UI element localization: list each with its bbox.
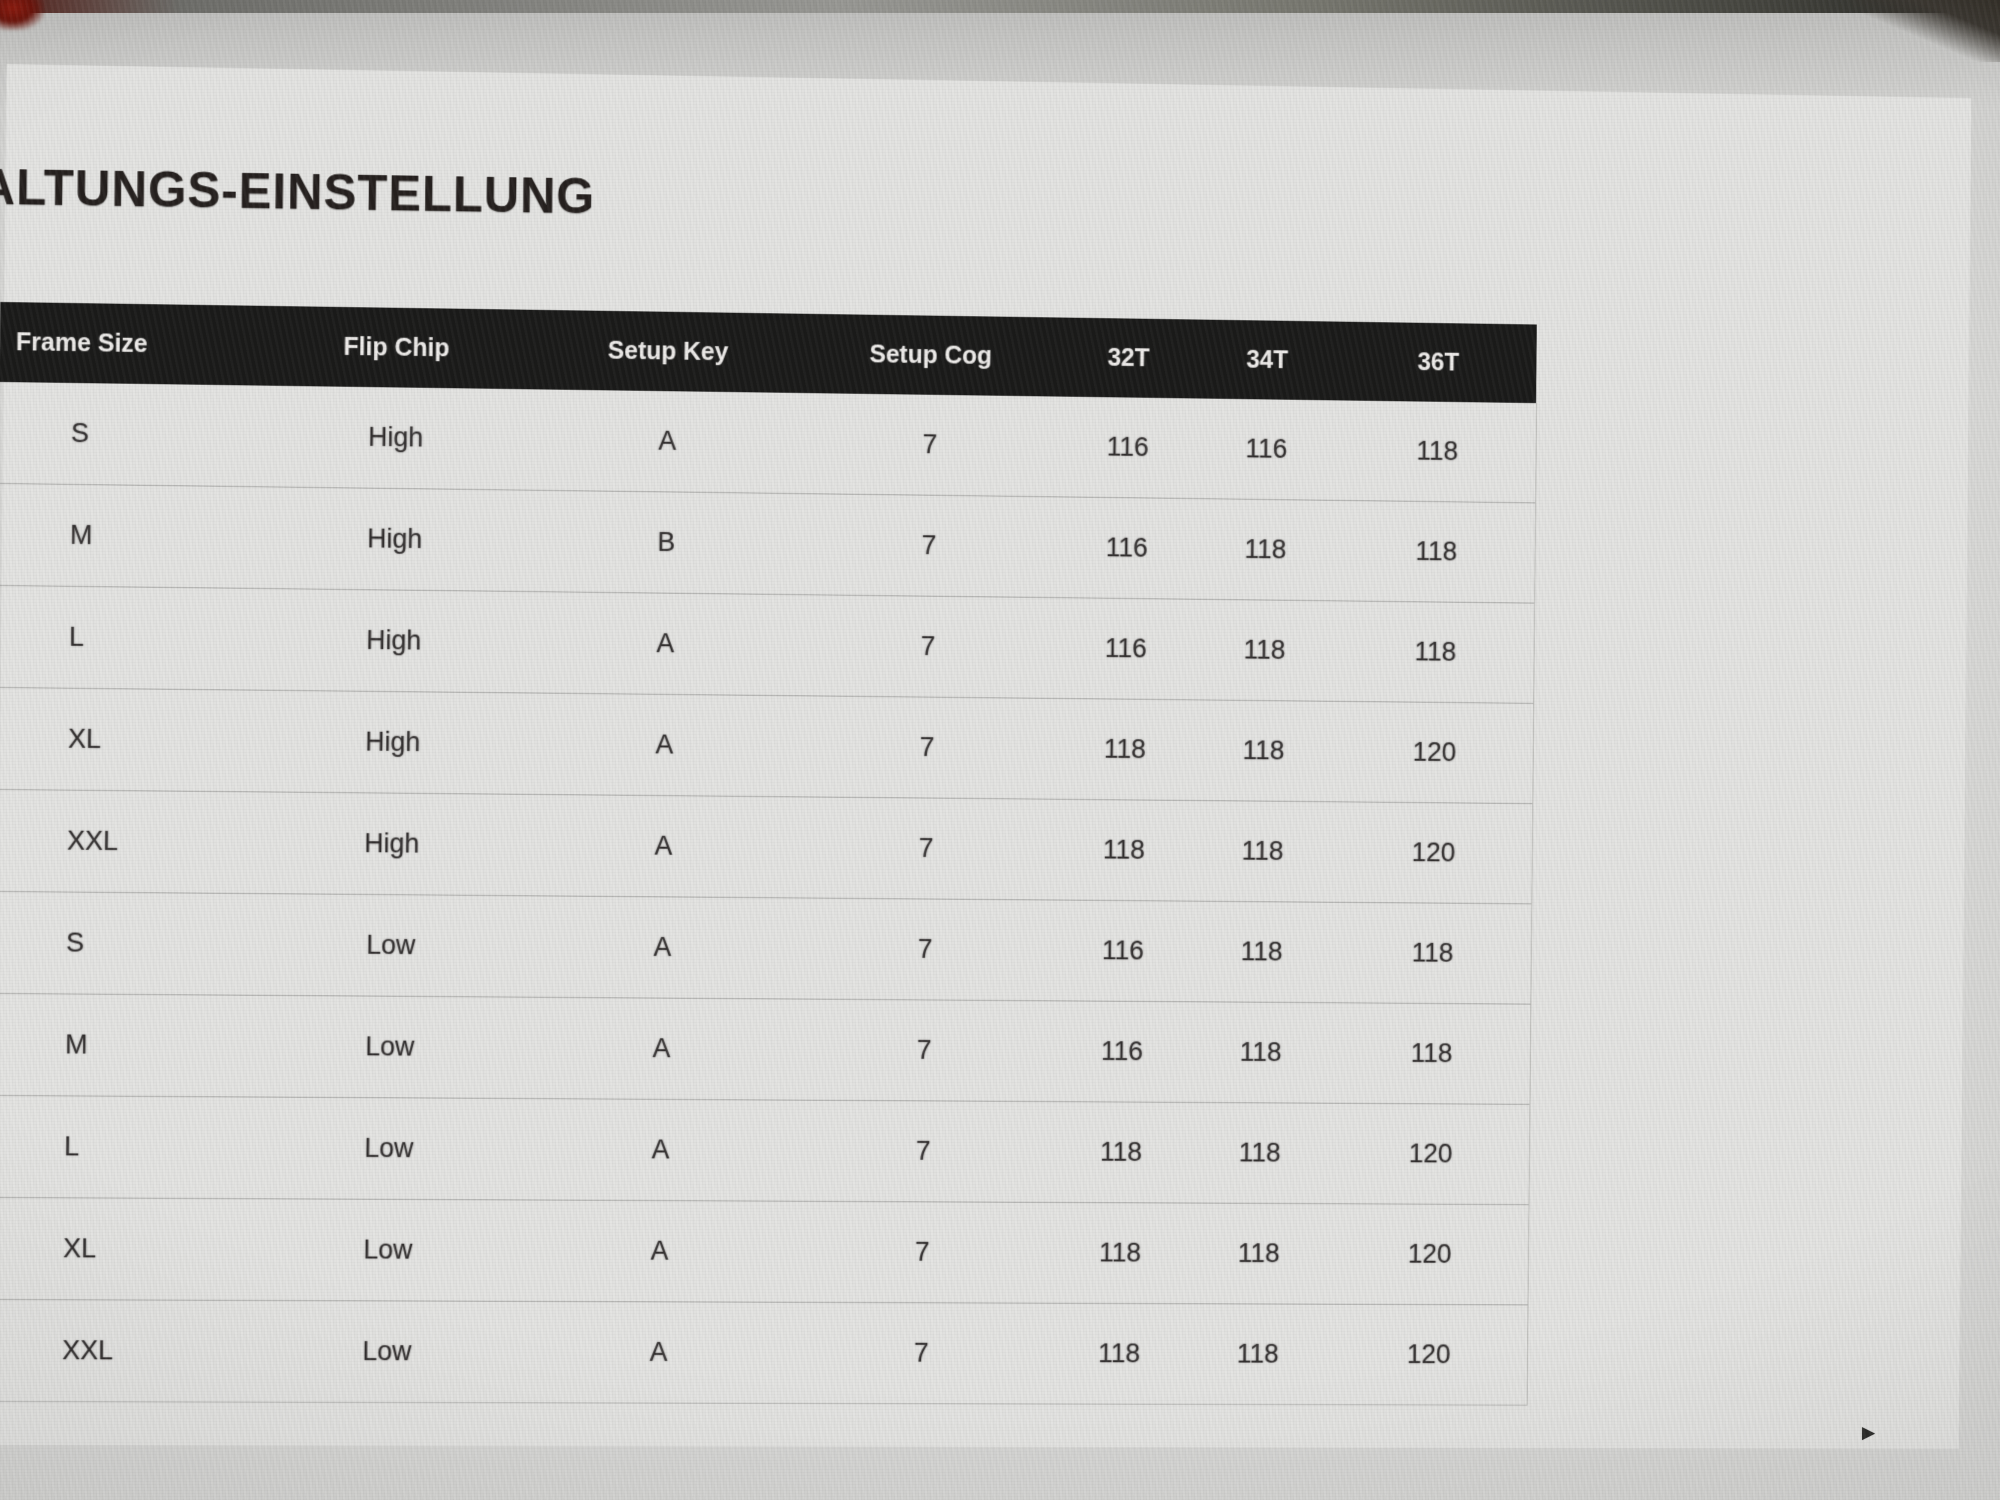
cell-frame-size: XL bbox=[63, 1233, 97, 1264]
cell-frame-size: XXL bbox=[66, 825, 119, 857]
cell-setup-cog: 7 bbox=[913, 1337, 929, 1368]
cell-frame-size: S bbox=[70, 417, 90, 449]
cell-frame-size: XXL bbox=[62, 1335, 114, 1366]
cell-36t: 118 bbox=[1332, 1002, 1531, 1105]
cell-34t: 118 bbox=[1237, 1238, 1280, 1269]
cell-flip-chip: Low bbox=[366, 929, 416, 961]
column-header-34t: 34T bbox=[1246, 345, 1289, 374]
cell-setup-key: A bbox=[649, 1337, 668, 1367]
cell-setup-cog: 7 bbox=[916, 1035, 932, 1065]
cell-32t: 118 bbox=[1103, 733, 1146, 765]
cell-setup-cog: 7 bbox=[920, 631, 936, 662]
table-row: XL Low A 7 118 118 120 bbox=[0, 1197, 1529, 1305]
table-row: S Low A 7 116 118 118 bbox=[0, 891, 1532, 1005]
table-row: L High A 7 116 118 118 bbox=[0, 585, 1535, 704]
cell-36t: 118 bbox=[1336, 600, 1535, 704]
cell-setup-cog: 7 bbox=[918, 833, 934, 863]
cell-34t: 118 bbox=[1242, 735, 1285, 766]
table-row: XXL Low A 7 118 118 120 bbox=[0, 1299, 1528, 1406]
cell-34t: 118 bbox=[1238, 1137, 1281, 1168]
cell-36t: 120 bbox=[1334, 801, 1533, 904]
cell-setup-cog: 7 bbox=[919, 732, 935, 762]
cell-34t: 118 bbox=[1241, 835, 1284, 866]
cell-setup-key: A bbox=[651, 1134, 670, 1165]
cell-34t: 118 bbox=[1236, 1338, 1279, 1369]
column-header-setup-key: Setup Key bbox=[607, 336, 729, 366]
cell-setup-cog: 7 bbox=[917, 934, 933, 964]
page-title: ALTUNGS-EINSTELLUNG bbox=[0, 158, 596, 225]
cell-flip-chip: High bbox=[368, 421, 424, 453]
table-row: M Low A 7 116 118 118 bbox=[0, 993, 1531, 1105]
cell-36t: 120 bbox=[1331, 1203, 1529, 1305]
cell-flip-chip: High bbox=[364, 828, 420, 859]
page-background: ALTUNGS-EINSTELLUNG Frame Size Flip Chip S… bbox=[0, 64, 1972, 1449]
scroll-right-icon[interactable]: ▶ bbox=[1862, 1423, 1876, 1442]
table-row: S High A 7 116 116 118 bbox=[0, 382, 1537, 503]
cell-setup-key: B bbox=[657, 527, 676, 558]
cell-32t: 118 bbox=[1097, 1338, 1141, 1369]
cell-34t: 116 bbox=[1245, 433, 1288, 464]
cell-flip-chip: High bbox=[366, 625, 422, 656]
cell-34t: 118 bbox=[1239, 1037, 1282, 1067]
cell-32t: 116 bbox=[1106, 431, 1149, 462]
cell-setup-cog: 7 bbox=[922, 429, 938, 460]
cell-34t: 118 bbox=[1243, 634, 1286, 665]
table-row: L Low A 7 118 118 120 bbox=[0, 1095, 1530, 1205]
cell-flip-chip: Low bbox=[365, 1031, 415, 1062]
cell-setup-cog: 7 bbox=[915, 1135, 931, 1166]
column-header-setup-cog: Setup Cog bbox=[869, 339, 993, 370]
table-row: XL High A 7 118 118 120 bbox=[0, 687, 1534, 804]
column-header-flip-chip: Flip Chip bbox=[343, 332, 450, 362]
cell-flip-chip: Low bbox=[363, 1234, 413, 1265]
bezel-corner-reflection bbox=[0, 0, 44, 30]
monitor-bezel-top bbox=[0, 0, 2000, 13]
cell-36t: 118 bbox=[1337, 500, 1536, 604]
cell-flip-chip: High bbox=[365, 726, 421, 758]
cell-frame-size: M bbox=[69, 519, 93, 551]
column-header-frame-size: Frame Size bbox=[15, 327, 148, 358]
cell-frame-size: S bbox=[65, 927, 85, 958]
cell-32t: 118 bbox=[1098, 1237, 1142, 1268]
cell-32t: 118 bbox=[1102, 834, 1145, 865]
setup-table: Frame Size Flip Chip Setup Key Setup Cog 32T… bbox=[0, 301, 1537, 1406]
cell-frame-size: L bbox=[68, 621, 85, 652]
cell-setup-key: A bbox=[655, 729, 674, 760]
cell-setup-key: A bbox=[658, 425, 677, 456]
cell-36t: 120 bbox=[1335, 701, 1534, 804]
cell-36t: 118 bbox=[1333, 902, 1532, 1005]
cell-flip-chip: Low bbox=[364, 1132, 414, 1164]
cell-32t: 118 bbox=[1099, 1136, 1143, 1167]
cell-setup-cog: 7 bbox=[914, 1236, 930, 1267]
cell-frame-size: L bbox=[64, 1131, 80, 1162]
table-row: XXL High A 7 118 118 120 bbox=[0, 789, 1533, 904]
cell-flip-chip: High bbox=[367, 523, 423, 555]
photo-corner-shadow bbox=[1852, 0, 2000, 62]
cell-32t: 116 bbox=[1101, 935, 1145, 966]
cell-36t: 120 bbox=[1330, 1304, 1528, 1406]
cell-setup-cog: 7 bbox=[921, 530, 937, 561]
cell-setup-key: A bbox=[650, 1235, 669, 1266]
cell-34t: 118 bbox=[1240, 936, 1283, 967]
cell-setup-key: A bbox=[652, 1033, 671, 1064]
cell-36t: 120 bbox=[1332, 1103, 1530, 1205]
column-header-36t: 36T bbox=[1417, 347, 1460, 376]
cell-frame-size: XL bbox=[67, 723, 102, 754]
cell-frame-size: M bbox=[65, 1029, 88, 1060]
cell-32t: 116 bbox=[1105, 532, 1148, 563]
table-row: M High B 7 116 118 118 bbox=[0, 483, 1536, 604]
cell-flip-chip: Low bbox=[362, 1336, 412, 1367]
column-header-32t: 32T bbox=[1107, 343, 1150, 372]
cell-36t: 118 bbox=[1338, 400, 1537, 503]
cell-34t: 118 bbox=[1244, 534, 1287, 565]
cell-setup-key: A bbox=[656, 628, 675, 659]
cell-32t: 116 bbox=[1100, 1036, 1144, 1067]
cell-setup-key: A bbox=[654, 830, 673, 861]
cell-setup-key: A bbox=[653, 932, 672, 962]
cell-32t: 116 bbox=[1104, 633, 1147, 664]
